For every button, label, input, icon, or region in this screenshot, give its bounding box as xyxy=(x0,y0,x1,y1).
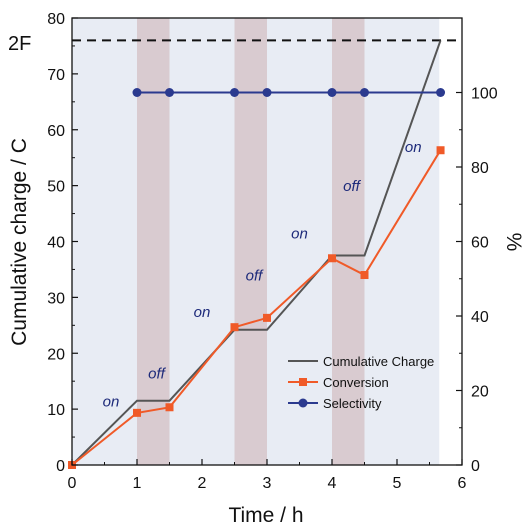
y-right-tick-label-5: 100 xyxy=(471,86,498,103)
y-right-tick-label-1: 20 xyxy=(471,384,489,401)
x-tick-label-3: 3 xyxy=(263,475,272,492)
y-left-tick-label-2: 20 xyxy=(47,346,65,363)
x-tick-label-6: 6 xyxy=(458,475,467,492)
x-tick-label-1: 1 xyxy=(133,475,142,492)
selectivity-point-3 xyxy=(262,88,272,97)
phase-label-3: off xyxy=(246,268,265,285)
y-left-tick-label-1: 10 xyxy=(47,402,65,419)
selectivity-point-6 xyxy=(436,88,446,97)
legend-label-cumulative-charge: Cumulative Charge xyxy=(323,354,434,369)
conversion-point-3 xyxy=(230,323,239,332)
x-tick-label-4: 4 xyxy=(328,475,337,492)
y-left-axis-title: Cumulative charge / C xyxy=(8,138,31,346)
y-right-tick-label-4: 80 xyxy=(471,160,489,177)
off-band-0 xyxy=(137,18,170,465)
phase-label-2: on xyxy=(194,304,211,321)
y-right-tick-label-3: 60 xyxy=(471,235,489,252)
conversion-point-4 xyxy=(263,313,271,322)
x-tick-label-5: 5 xyxy=(393,475,402,492)
x-tick-label-2: 2 xyxy=(198,475,207,492)
y-left-tick-label-8: 80 xyxy=(47,11,65,28)
phase-label-4: on xyxy=(291,226,308,243)
x-axis-title: Time / h xyxy=(228,504,303,527)
conversion-point-7 xyxy=(436,146,445,155)
selectivity-point-2 xyxy=(230,88,239,97)
y-left-tick-label-6: 60 xyxy=(47,123,65,140)
selectivity-point-5 xyxy=(360,88,369,97)
phase-bands xyxy=(72,18,462,465)
y-left-tick-label-0: 0 xyxy=(56,458,65,475)
legend-swatch-marker-selectivity xyxy=(298,398,308,408)
off-band-1 xyxy=(234,18,267,465)
on-band-1 xyxy=(169,18,235,465)
y-left-tick-label-4: 40 xyxy=(47,235,65,252)
conversion-line xyxy=(71,149,442,466)
conversion-point-2 xyxy=(165,403,174,412)
phase-labels: on off on off on off on xyxy=(103,139,422,410)
legend-label-selectivity: Selectivity xyxy=(323,396,382,411)
legend: Cumulative Charge Conversion Selectivity xyxy=(288,354,434,411)
phase-label-6: on xyxy=(405,139,422,156)
conversion-point-5 xyxy=(328,254,336,263)
y-right-tick-label-0: 0 xyxy=(471,458,480,475)
legend-label-conversion: Conversion xyxy=(323,375,389,390)
x-tick-label-0: 0 xyxy=(68,475,77,492)
phase-label-5: off xyxy=(343,178,362,195)
selectivity-point-4 xyxy=(327,88,337,97)
selectivity-point-1 xyxy=(165,88,174,97)
reference-line-label: 2F xyxy=(8,33,31,55)
on-band-0 xyxy=(72,18,137,465)
cumulative-charge-line xyxy=(71,40,442,466)
y-left-tick-label-3: 30 xyxy=(47,290,65,307)
phase-label-1: off xyxy=(148,365,167,382)
conversion-point-6 xyxy=(360,271,369,280)
selectivity-point-0 xyxy=(132,88,142,97)
phase-label-0: on xyxy=(103,393,120,410)
legend-swatch-marker-conversion xyxy=(299,378,307,386)
y-left-tick-label-5: 50 xyxy=(47,179,65,196)
y-right-tick-label-2: 40 xyxy=(471,309,489,326)
y-right-axis-title: % xyxy=(502,233,525,252)
conversion-point-1 xyxy=(133,408,141,417)
y-left-tick-label-7: 70 xyxy=(47,67,65,84)
